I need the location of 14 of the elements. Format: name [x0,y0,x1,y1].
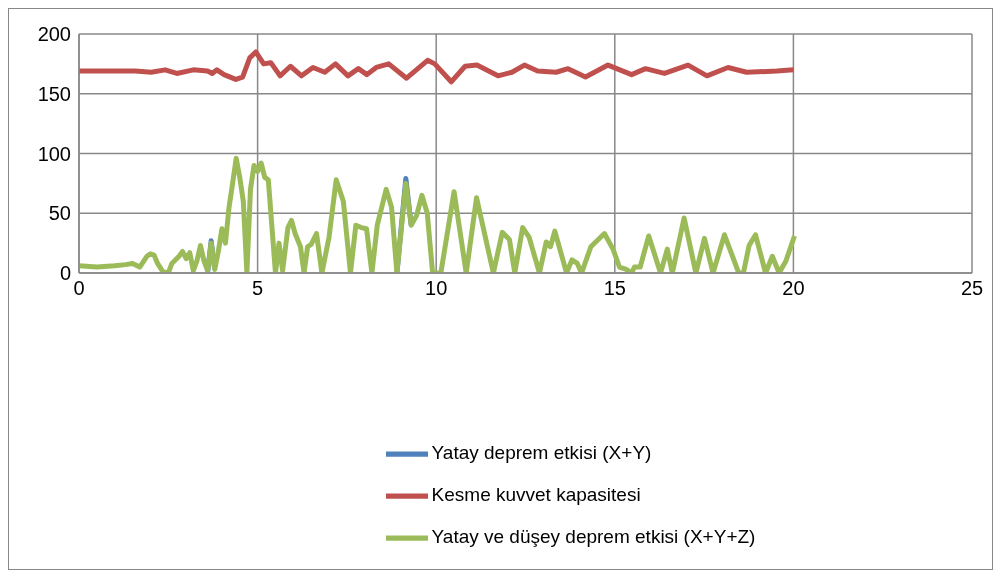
legend-label: Kesme kuvvet kapasitesi [431,484,641,506]
y-tick-label: 50 [48,202,71,225]
x-tick-label: 10 [425,277,448,300]
legend-label: Yatay ve düşey deprem etkisi (X+Y+Z) [431,526,756,548]
y-tick-label: 100 [37,142,71,165]
y-tick-label: 0 [59,262,71,285]
y-tick-label: 150 [37,82,71,105]
x-tick-label: 15 [603,277,626,300]
legend-label: Yatay deprem etkisi (X+Y) [431,442,652,464]
y-tick-label: 200 [37,23,71,46]
x-tick-label: 20 [782,277,805,300]
x-tick-label: 5 [252,277,264,300]
x-tick-label: 25 [960,277,984,300]
x-tick-label: 0 [73,277,85,300]
